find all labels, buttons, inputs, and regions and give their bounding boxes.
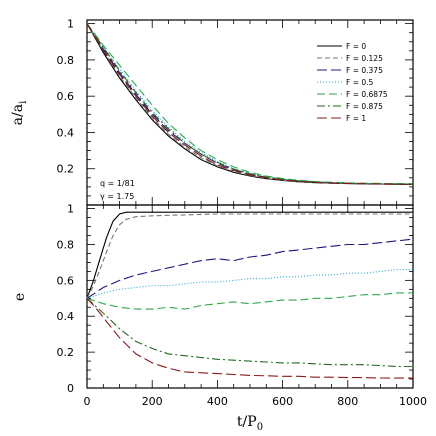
series-line-f-1 — [86, 297, 413, 379]
legend: F = 0 F = 0.125 F = 0.375 F = 0.5 F = 0.6875… — [317, 42, 388, 123]
y-tick-label: 0.4 — [57, 310, 75, 323]
legend-label: F = 0.375 — [346, 66, 383, 75]
series-line-f-0p125 — [86, 213, 413, 299]
y-tick-label: 0.6 — [57, 274, 75, 287]
series-line-f-0p375 — [86, 238, 414, 299]
y-tick-label: 0.4 — [57, 126, 75, 139]
legend-label: F = 0.6875 — [346, 90, 388, 99]
y-tick-label: 1 — [67, 203, 74, 216]
axis-labels: a/ai e t/P0 — [10, 101, 263, 433]
series-line-f-0p875 — [86, 297, 413, 368]
y-axis-label-top: a/ai — [10, 101, 29, 126]
annotation-gamma: γ = 1.75 — [100, 192, 134, 201]
y-tick-label: 0.2 — [57, 163, 75, 176]
y-axis-label-bottom: e — [12, 293, 28, 301]
x-tick-label: 1000 — [399, 395, 427, 408]
series-line-f-1 — [86, 23, 414, 185]
y-tick-label: 0 — [67, 382, 74, 395]
x-tick-label: 0 — [84, 395, 91, 408]
x-tick-label: 800 — [337, 395, 358, 408]
x-tick-label: 600 — [272, 395, 293, 408]
y-tick-label: 0.2 — [57, 346, 75, 359]
series-line-f-0 — [86, 211, 413, 299]
annotation-q: q = 1/81 — [100, 179, 135, 188]
y-tick-label: 0.8 — [57, 54, 75, 67]
legend-label: F = 0.125 — [346, 54, 383, 63]
y-tick-label: 0.8 — [57, 238, 75, 251]
legend-label: F = 0 — [346, 42, 366, 51]
series-line-f-0p5 — [86, 269, 413, 299]
bottom-panel: 0 0.2 0.4 0.6 0.8 1 0 200 400 600 800 1000 — [57, 203, 428, 408]
top-panel: 0.2 0.4 0.6 0.8 1 q = 1/81 γ = 1.75 — [57, 18, 414, 206]
y-tick-label: 1 — [67, 18, 74, 31]
legend-label: F = 1 — [346, 114, 366, 123]
y-tick-label: 0.6 — [57, 90, 75, 103]
x-tick-label: 200 — [142, 395, 163, 408]
x-axis-label: t/P0 — [237, 414, 263, 433]
legend-label: F = 0.875 — [346, 102, 383, 111]
series-line-f-0p6875 — [86, 23, 414, 185]
x-tick-label: 400 — [207, 395, 228, 408]
legend-label: F = 0.5 — [346, 78, 374, 87]
series-line-f-0p6875 — [86, 292, 413, 310]
